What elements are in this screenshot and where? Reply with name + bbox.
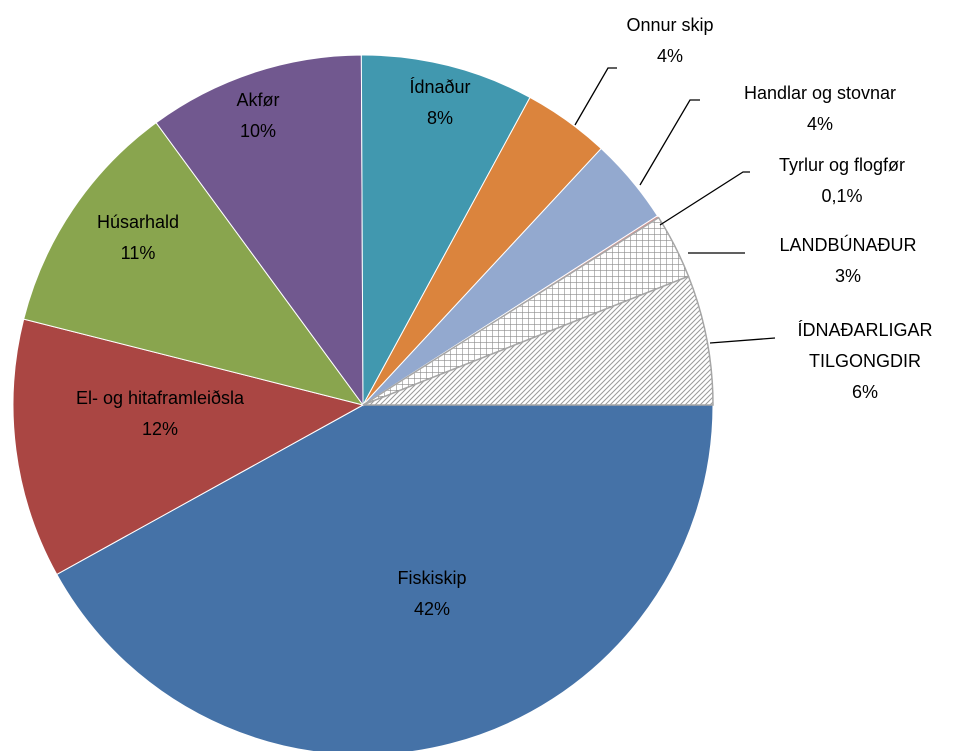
slice-percent: 42% <box>413 599 451 619</box>
pie-slice <box>56 404 714 751</box>
leader-line <box>574 67 617 126</box>
slice-name: El- og hitaframleiðsla <box>75 388 245 408</box>
slice-percent: 6% <box>851 382 878 402</box>
slice-label: Tyrlur og flogfør 0,1% <box>722 150 962 212</box>
slice-name: Ídnaður <box>409 77 471 97</box>
slice-percent: 11% <box>120 243 156 263</box>
slice-label: Handlar og stovnar 4% <box>700 78 940 140</box>
slice-name: Handlar og stovnar <box>743 83 897 103</box>
pie-slice <box>23 121 365 406</box>
slice-label: El- og hitaframleiðsla 12% <box>30 383 290 445</box>
leader-line <box>659 171 750 226</box>
slice-name: Akfør <box>236 90 280 110</box>
slice-label: Akfør 10% <box>158 85 358 147</box>
slice-label: Húsarhald 11% <box>38 207 238 269</box>
leader-line <box>709 337 776 344</box>
slice-name: Tyrlur og flogfør <box>778 155 906 175</box>
slice-name: Onnur skip <box>626 15 714 35</box>
slice-name: Fiskiskip <box>397 568 467 588</box>
slice-name: LANDBÚNAÐUR <box>779 235 917 255</box>
pie-slice <box>362 275 714 406</box>
slice-percent: 4% <box>806 114 833 134</box>
slice-name: ÍDNAÐARLIGAR TILGONGDIR <box>797 320 933 371</box>
slice-name: Húsarhald <box>96 212 180 232</box>
slice-percent: 4% <box>656 46 683 66</box>
slice-label: LANDBÚNAÐUR 3% <box>728 230 962 292</box>
slice-percent: 12% <box>141 419 179 439</box>
slice-label: Fiskiskip 42% <box>332 563 532 625</box>
slice-label: Ídnaður 8% <box>340 72 540 134</box>
slice-percent: 0,1% <box>821 186 863 206</box>
slice-percent: 8% <box>426 108 453 128</box>
slice-percent: 10% <box>239 121 277 141</box>
slice-label: Onnur skip 4% <box>570 10 770 72</box>
leader-line <box>639 99 700 186</box>
pie-slice <box>155 54 364 407</box>
slice-label: ÍDNAÐARLIGAR TILGONGDIR 6% <box>770 315 960 408</box>
pie-slice <box>360 54 531 406</box>
slice-percent: 3% <box>834 266 861 286</box>
